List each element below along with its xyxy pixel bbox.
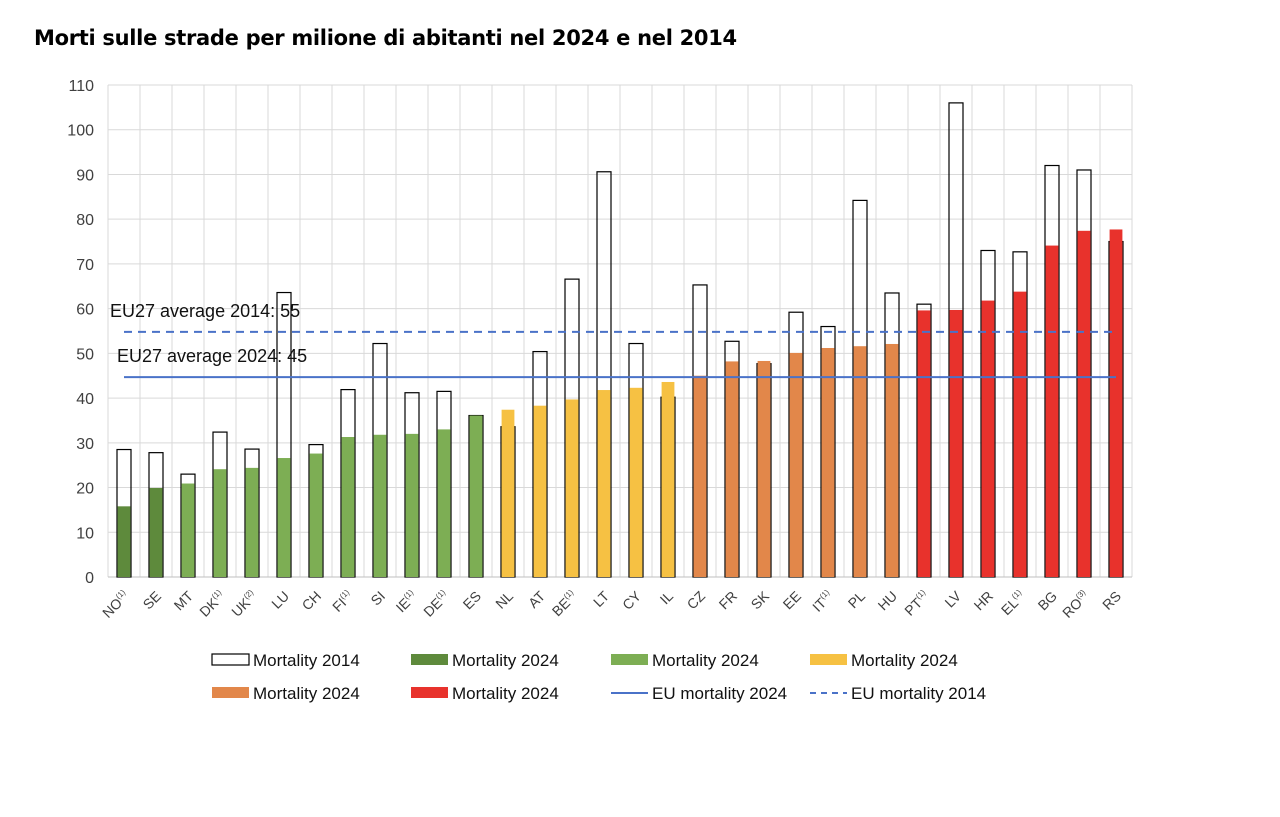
bar-2024 — [437, 429, 451, 577]
y-tick-label: 50 — [76, 346, 94, 363]
legend-label: Mortality 2024 — [452, 684, 559, 703]
y-tick-label: 90 — [76, 167, 94, 184]
reference-lines: EU27 average 2024: 45 EU27 average 2014: … — [110, 301, 1116, 379]
y-tick-label: 100 — [67, 123, 94, 140]
bar-2024 — [661, 381, 675, 577]
x-tick-label: SK — [748, 587, 773, 612]
x-tick-label: CH — [298, 588, 324, 614]
bar-2024 — [149, 487, 163, 577]
bar-2024 — [1013, 291, 1027, 577]
legend-label: Mortality 2024 — [452, 651, 559, 670]
bar-2024 — [533, 405, 547, 577]
bar-2024 — [469, 415, 483, 577]
x-tick-label: DE(1) — [420, 588, 452, 620]
x-tick-label: CY — [619, 587, 645, 613]
y-tick-label: 40 — [76, 391, 94, 408]
bar-2024 — [629, 387, 643, 577]
bar-2024 — [725, 361, 739, 577]
reference-line-annotation: EU27 average 2014: 55 — [110, 301, 300, 321]
legend-swatch — [810, 654, 847, 665]
legend-label: EU mortality 2024 — [652, 684, 787, 703]
bar-2024 — [341, 437, 355, 577]
bar-2024 — [309, 453, 323, 577]
x-tick-label: UK(2) — [228, 588, 260, 620]
bar-2024 — [885, 343, 899, 577]
bar-2024 — [501, 409, 515, 577]
x-tick-label: LV — [941, 587, 964, 610]
x-tick-label: BG — [1034, 588, 1060, 614]
bar-2024 — [373, 434, 387, 577]
x-tick-label: PT(1) — [901, 588, 932, 619]
legend-label: EU mortality 2014 — [851, 684, 986, 703]
legend-swatch — [611, 654, 648, 665]
x-tick-label: ES — [460, 588, 485, 613]
bar-2024 — [821, 347, 835, 577]
x-tick-label: MT — [171, 587, 197, 613]
chart-title: Morti sulle strade per milione di abitan… — [34, 26, 737, 50]
bar-2024 — [245, 467, 259, 577]
bars-2024 — [117, 229, 1123, 577]
legend-label: Mortality 2014 — [253, 651, 360, 670]
legend-label: Mortality 2024 — [851, 651, 958, 670]
x-tick-label: EE — [780, 588, 805, 613]
y-tick-label: 60 — [76, 302, 94, 319]
y-tick-label: 30 — [76, 436, 94, 453]
x-axis: NO(1) SE MT DK(1)UK(2) LU CH FI(1) SI IE(1)DE(1)… — [99, 587, 1124, 621]
bar-2024 — [181, 483, 195, 577]
x-tick-label: EL(1) — [998, 588, 1029, 619]
reference-line-annotation: EU27 average 2024: 45 — [117, 346, 307, 366]
bar-2024 — [1109, 229, 1123, 577]
y-tick-label: 80 — [76, 212, 94, 229]
legend-swatch — [411, 654, 448, 665]
x-tick-label: NL — [492, 588, 516, 612]
x-tick-label: FI(1) — [329, 588, 356, 615]
y-tick-label: 0 — [85, 570, 94, 587]
legend-swatch — [411, 687, 448, 698]
legend-label: Mortality 2024 — [253, 684, 360, 703]
legend-label: Mortality 2024 — [652, 651, 759, 670]
bar-2024 — [277, 458, 291, 577]
y-tick-label: 110 — [68, 78, 94, 95]
y-tick-label: 70 — [76, 257, 94, 274]
x-tick-label: RO(3) — [1059, 588, 1092, 621]
bar-2024 — [789, 352, 803, 577]
legend: Mortality 2014 Mortality 2024 Mortality 20… — [211, 651, 986, 703]
bar-2024 — [117, 506, 131, 577]
bar-2024 — [597, 390, 611, 577]
legend-swatch — [212, 687, 249, 698]
bar-2024 — [405, 433, 419, 577]
bar-2024 — [1077, 230, 1091, 577]
x-tick-label: AT — [525, 587, 549, 611]
bar-2024 — [1045, 245, 1059, 577]
x-tick-label: CZ — [684, 587, 709, 612]
x-tick-label: FR — [716, 588, 741, 613]
x-tick-label: PL — [845, 588, 869, 612]
y-tick-label: 20 — [76, 481, 94, 498]
x-tick-label: BE(1) — [549, 588, 581, 620]
x-tick-label: IT(1) — [809, 588, 836, 615]
x-tick-label: IE(1) — [393, 588, 421, 616]
bar-2024 — [213, 469, 227, 577]
y-tick-label: 10 — [76, 525, 94, 542]
x-tick-label: IL — [657, 588, 677, 608]
x-tick-label: LU — [268, 588, 292, 612]
bar-2024 — [757, 360, 771, 577]
legend-swatch — [211, 653, 250, 666]
x-tick-label: HR — [970, 588, 996, 614]
x-tick-label: NO(1) — [99, 588, 132, 621]
y-axis: 0 10 20 30 40 50 60 70 80 90 100 110 — [67, 78, 94, 587]
bar-2024 — [565, 399, 579, 577]
x-tick-label: RS — [1099, 588, 1124, 613]
x-tick-label: DK(1) — [196, 588, 228, 620]
x-tick-label: SE — [140, 588, 165, 613]
bar-2024 — [917, 310, 931, 577]
x-tick-label: LT — [590, 588, 612, 610]
bar-2024 — [693, 375, 707, 577]
bar-2024 — [949, 309, 963, 577]
x-tick-label: SI — [367, 588, 388, 609]
x-tick-label: HU — [874, 588, 900, 614]
bar-2024 — [981, 300, 995, 577]
bar-2024 — [853, 346, 867, 577]
